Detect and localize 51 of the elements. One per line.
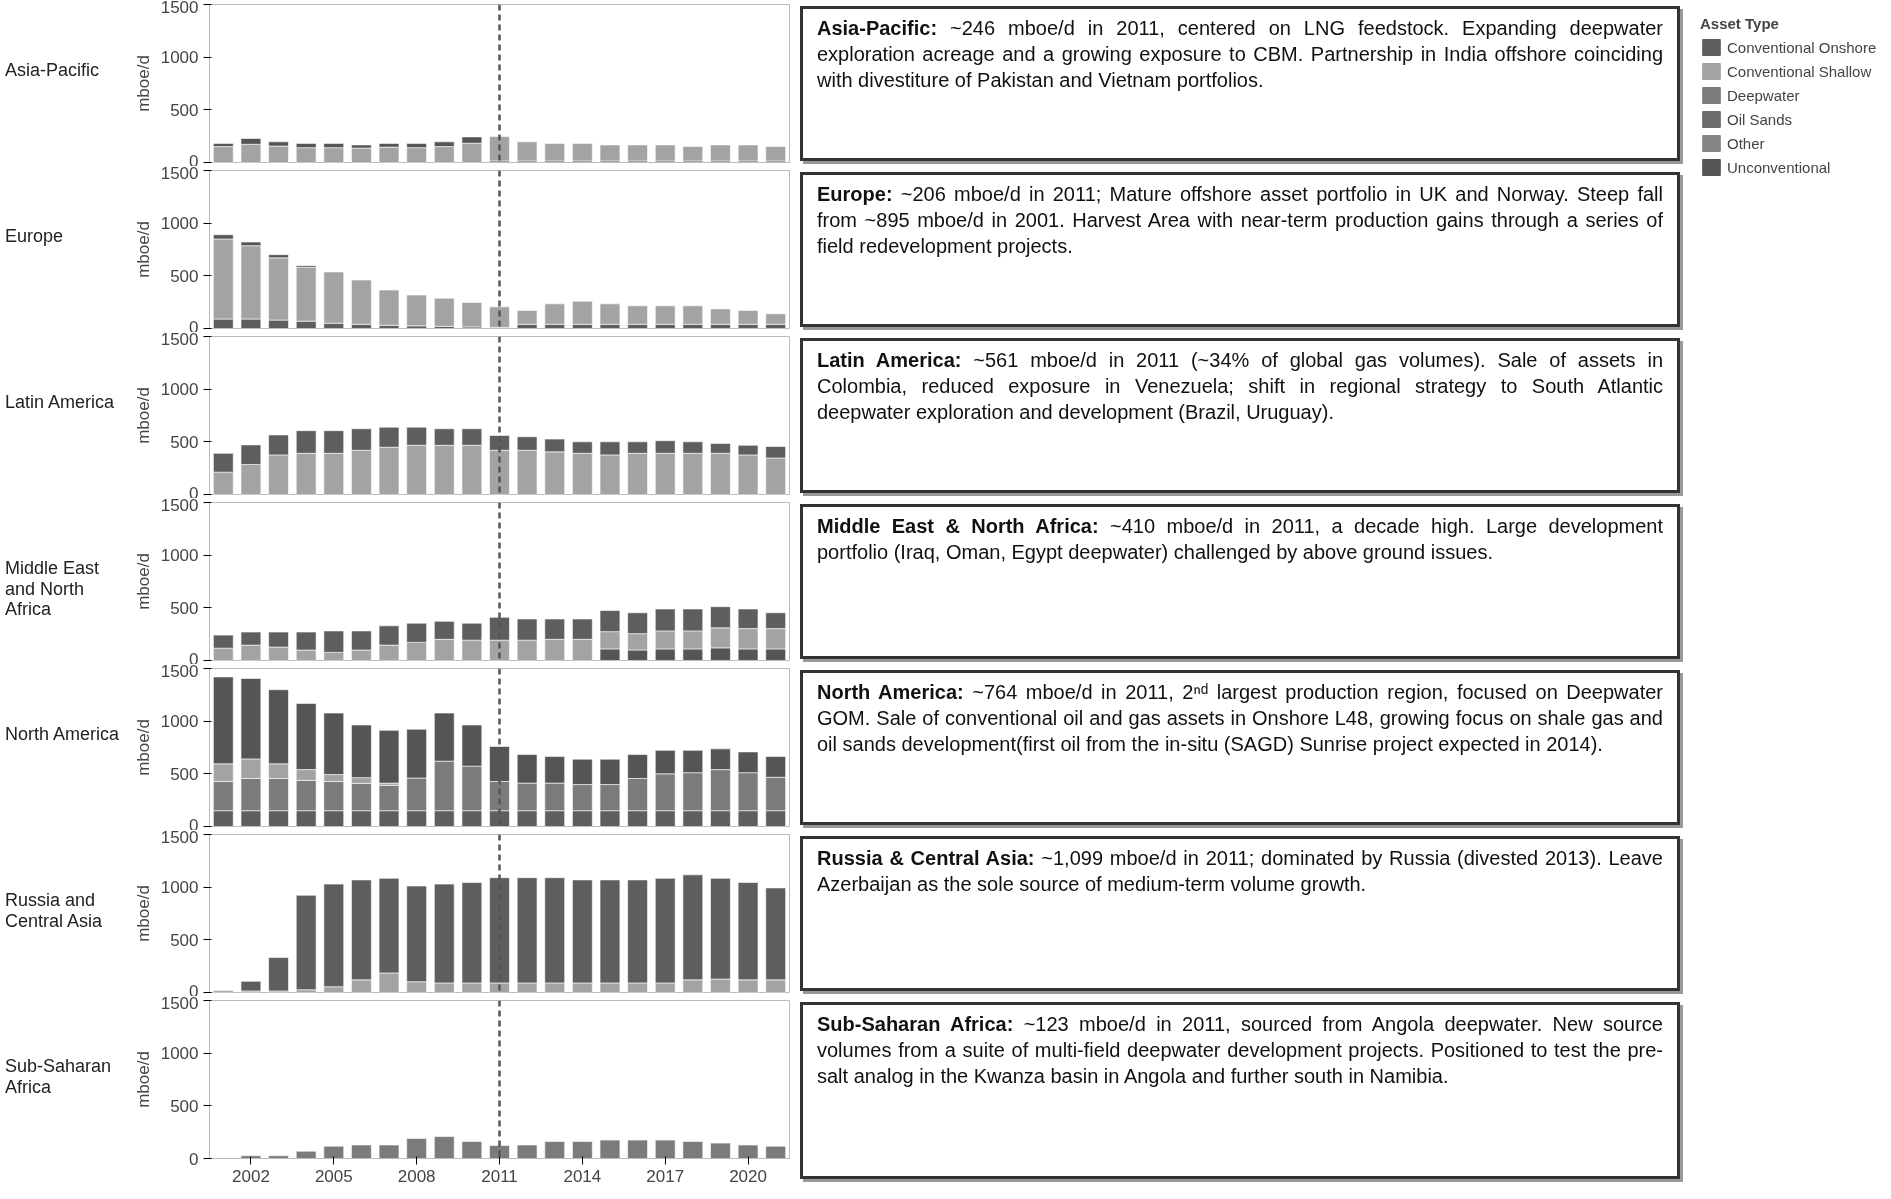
y-tick-label: 500 bbox=[170, 764, 199, 784]
legend-label: Deepwater bbox=[1727, 86, 1800, 104]
y-tick-label: 1000 bbox=[160, 1044, 199, 1064]
y-tick-label: 1000 bbox=[160, 380, 199, 400]
y-tick-label: 500 bbox=[170, 432, 199, 452]
text: North America: bbox=[817, 681, 964, 703]
y-tick-label: 500 bbox=[170, 100, 199, 120]
y-tick-label: 500 bbox=[170, 1096, 199, 1116]
x-tick-label: 2020 bbox=[729, 1166, 767, 1186]
y-tick-label: 0 bbox=[189, 1149, 199, 1169]
text: North America bbox=[5, 724, 120, 745]
text: Europe: bbox=[817, 183, 893, 205]
y-tick-label: 1000 bbox=[160, 214, 199, 234]
x-tick-label: 2002 bbox=[232, 1166, 270, 1186]
text: Russia and Central Asia bbox=[5, 890, 104, 932]
text: Europe bbox=[5, 226, 64, 247]
x-tick-label: 2014 bbox=[563, 1166, 602, 1186]
text: Latin America bbox=[5, 392, 115, 413]
text: Middle East and North Africa bbox=[5, 558, 101, 621]
y-tick-label: 1000 bbox=[160, 878, 199, 898]
y-axis-title: mboe/d bbox=[133, 387, 153, 444]
text: Russia & Central Asia: bbox=[817, 847, 1035, 869]
legend-label: Oil Sands bbox=[1727, 110, 1793, 128]
legend-label: Unconventional bbox=[1727, 158, 1831, 176]
y-axis-title: mboe/d bbox=[133, 221, 153, 278]
legend-label: Other bbox=[1727, 134, 1765, 152]
y-axis-title: mboe/d bbox=[133, 553, 153, 610]
y-tick-label: 500 bbox=[170, 266, 199, 286]
y-tick-label: 1000 bbox=[160, 48, 199, 68]
legend-label: Conventional Shallow bbox=[1727, 62, 1872, 80]
text: Asia-Pacific bbox=[5, 60, 100, 81]
text: Sub-Saharan Africa bbox=[5, 1056, 113, 1098]
text: Sub-Saharan Africa: bbox=[817, 1013, 1014, 1035]
x-tick-label: 2017 bbox=[646, 1166, 685, 1186]
text: Latin America: bbox=[817, 349, 962, 371]
y-tick-label: 1500 bbox=[160, 0, 199, 17]
text: Middle East & North Africa: bbox=[817, 515, 1099, 537]
y-axis-title: mboe/d bbox=[133, 55, 153, 112]
text: Asia-Pacific: bbox=[817, 17, 938, 39]
y-tick-label: 1000 bbox=[160, 712, 199, 732]
y-tick-label: 1000 bbox=[160, 546, 199, 566]
legend-label: Conventional Onshore bbox=[1727, 38, 1877, 56]
x-tick-label: 2011 bbox=[481, 1166, 518, 1186]
x-tick-label: 2005 bbox=[314, 1166, 353, 1186]
y-axis-title: mboe/d bbox=[133, 719, 153, 776]
y-tick-label: 500 bbox=[170, 598, 199, 618]
x-tick-label: 2008 bbox=[397, 1166, 436, 1186]
y-axis-title: mboe/d bbox=[133, 1051, 153, 1108]
y-tick-label: 500 bbox=[170, 930, 199, 950]
legend-title: Asset Type bbox=[1700, 15, 1780, 32]
y-axis-title: mboe/d bbox=[133, 885, 153, 942]
